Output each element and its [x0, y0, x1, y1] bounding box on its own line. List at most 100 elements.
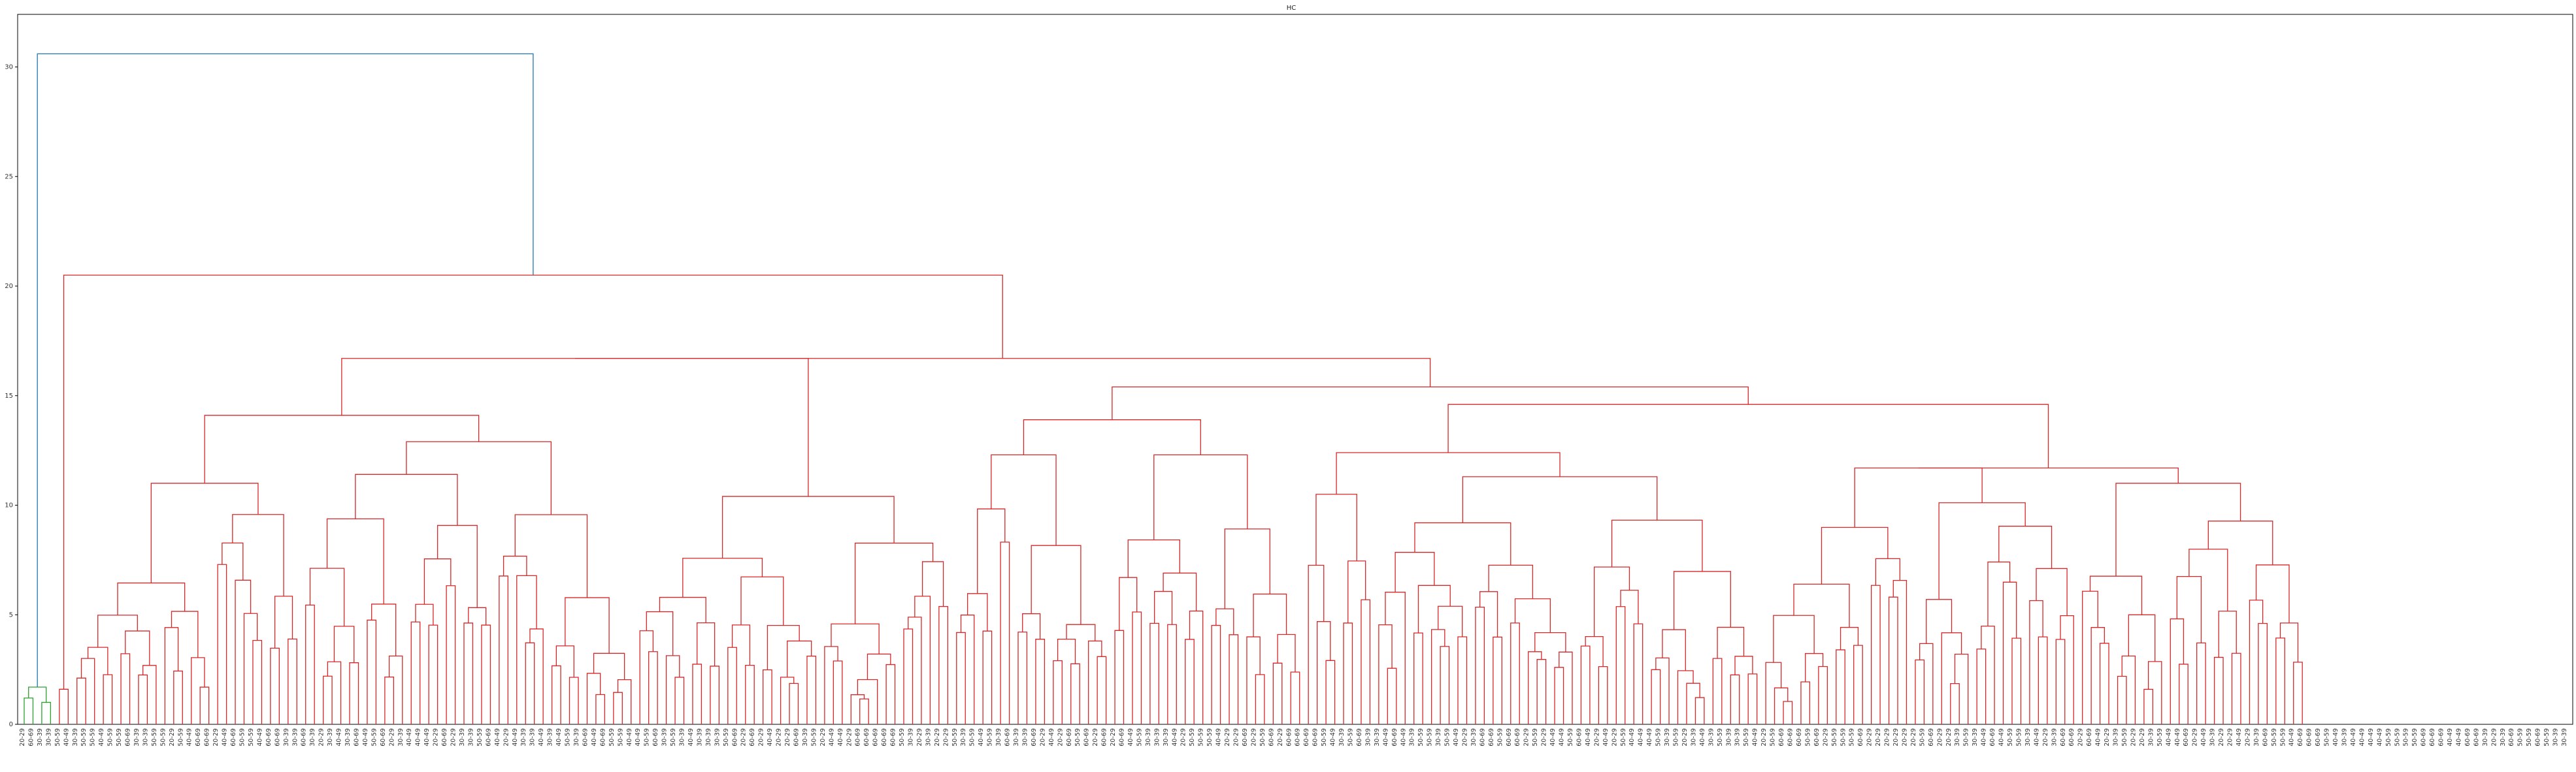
leaf-label: 20-29 — [169, 728, 176, 747]
dendrogram-link — [1620, 590, 1639, 624]
dendrogram-link — [529, 628, 544, 724]
leaf-label: 50-59 — [1074, 728, 1082, 747]
leaf-label: 60-69 — [731, 728, 738, 747]
leaf-label: 40-49 — [2236, 728, 2243, 747]
dendrogram-link — [593, 652, 625, 680]
leaf-label: 60-69 — [1857, 728, 1864, 747]
leaf-label: 30-39 — [2482, 728, 2489, 747]
leaf-label: 60-69 — [749, 728, 756, 747]
dendrogram-link — [333, 626, 355, 663]
leaf-label: 20-29 — [2104, 728, 2111, 747]
leaf-label: 50-59 — [608, 728, 616, 747]
leaf-label: 50-59 — [1655, 728, 1662, 747]
leaf-label: 40-49 — [1559, 728, 1566, 747]
leaf-label: 50-59 — [2156, 728, 2164, 747]
leaf-label: 30-39 — [1725, 728, 1732, 747]
dendrogram-link — [1694, 697, 1705, 724]
dendrogram-link — [1413, 632, 1423, 724]
leaf-label: 50-59 — [1444, 728, 1451, 747]
leaf-label: 60-69 — [204, 728, 211, 747]
dendrogram-link — [574, 358, 1431, 387]
dendrogram-link — [2082, 590, 2098, 724]
leaf-label: 50-59 — [1717, 728, 1724, 747]
leaf-label: 40-49 — [626, 728, 633, 747]
leaf-label: 60-69 — [2262, 728, 2269, 747]
leaf-label: 20-29 — [503, 728, 510, 747]
dendrogram-link — [120, 653, 131, 724]
leaf-label: 20-29 — [758, 728, 765, 747]
leaf-label: 60-69 — [1514, 728, 1521, 747]
leaf-label: 60-69 — [380, 728, 387, 747]
dendrogram-link — [1919, 643, 1934, 724]
dendrogram-link — [2117, 675, 2127, 724]
leaf-label: 50-59 — [670, 728, 677, 747]
dendrogram-link — [659, 596, 706, 623]
leaf-label: 40-49 — [256, 728, 263, 747]
leaf-label: 40-49 — [1382, 728, 1389, 747]
dendrogram-link — [1853, 645, 1863, 724]
dendrogram-link — [740, 576, 784, 626]
leaf-label: 40-49 — [555, 728, 563, 747]
dendrogram-link — [1215, 608, 1234, 635]
leaf-label: 30-39 — [133, 728, 140, 747]
leaf-label: 60-69 — [2429, 728, 2436, 747]
leaf-label: 40-49 — [2332, 728, 2339, 747]
leaf-label: 20-29 — [2077, 728, 2085, 747]
leaf-label: 40-49 — [1171, 728, 1178, 747]
leaf-label: 50-59 — [1831, 728, 1838, 747]
leaf-label: 50-59 — [476, 728, 484, 747]
leaf-label: 60-69 — [1506, 728, 1513, 747]
dendrogram-link — [410, 621, 421, 724]
leaf-label: 30-39 — [2209, 728, 2217, 747]
leaf-label: 20-29 — [2042, 728, 2049, 747]
dendrogram-link — [232, 514, 284, 596]
leaf-label: 60-69 — [793, 728, 800, 747]
leaf-label: 50-59 — [1743, 728, 1750, 747]
leaf-label: 30-39 — [1021, 728, 1029, 747]
dendrogram-link — [2207, 521, 2273, 565]
leaf-label: 50-59 — [80, 728, 88, 747]
leaf-label: 40-49 — [538, 728, 545, 747]
leaf-label: 30-39 — [72, 728, 79, 747]
leaf-label: 50-59 — [1567, 728, 1574, 747]
leaf-label: 30-39 — [960, 728, 967, 747]
leaf-label: 60-69 — [2183, 728, 2190, 747]
leaf-label: 20-29 — [450, 728, 457, 747]
leaf-label: 60-69 — [274, 728, 281, 747]
dendrogram-link — [1585, 635, 1604, 667]
dendrogram-link — [1343, 622, 1353, 724]
leaf-label: 20-29 — [212, 728, 220, 747]
leaf-label: 40-49 — [1400, 728, 1407, 747]
leaf-label: 30-39 — [2113, 728, 2120, 747]
dendrogram-link — [1224, 528, 1270, 609]
dendrogram-link — [2038, 636, 2048, 724]
leaf-label: 20-29 — [1180, 728, 1187, 747]
leaf-label: 60-69 — [265, 728, 272, 747]
leaf-label: 60-69 — [1295, 728, 1302, 747]
dendrogram-link — [1253, 593, 1287, 637]
leaf-label: 30-39 — [520, 728, 527, 747]
leaf-label: 30-39 — [696, 728, 703, 747]
leaf-label: 30-39 — [309, 728, 316, 747]
y-axis: 0 5 10 15 20 25 30 — [5, 64, 18, 728]
leaf-label: 40-49 — [837, 728, 844, 747]
y-tick-label: 5 — [9, 611, 13, 619]
leaf-label: 40-49 — [415, 728, 422, 747]
leaf-label: 40-49 — [1646, 728, 1653, 747]
leaf-label: 40-49 — [222, 728, 229, 747]
dendrogram-link — [2258, 622, 2268, 724]
dendrogram-link — [150, 483, 259, 583]
leaf-label: 20-29 — [1092, 728, 1099, 747]
leaf-label: 60-69 — [195, 728, 202, 747]
leaf-label: 50-59 — [2015, 728, 2023, 747]
leaf-label: 20-29 — [1593, 728, 1600, 747]
dendrogram-link — [326, 518, 384, 604]
leaf-label: 40-49 — [1628, 728, 1636, 747]
leaf-label: 20-29 — [1057, 728, 1064, 747]
dendrogram-link — [1747, 673, 1758, 724]
leaf-label: 40-49 — [591, 728, 598, 747]
leaf-label: 30-39 — [344, 728, 352, 747]
dendrogram-link — [2115, 483, 2241, 577]
dendrogram-link — [235, 579, 252, 724]
leaf-label: 20-29 — [819, 728, 827, 747]
